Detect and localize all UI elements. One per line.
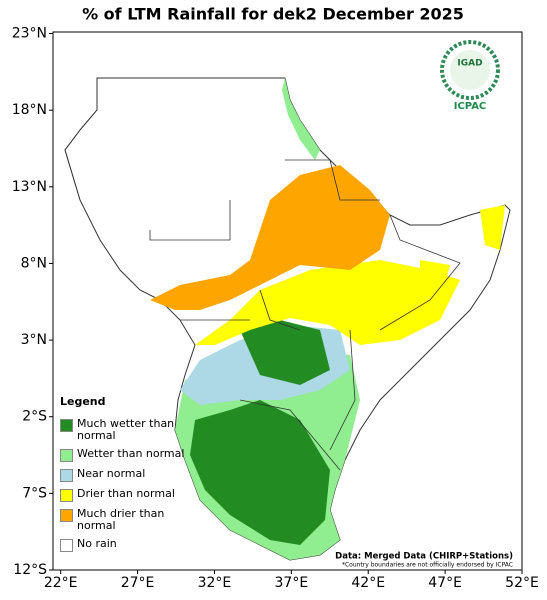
legend-swatch xyxy=(60,469,73,482)
y-tick-label: 2°S xyxy=(22,409,47,425)
region xyxy=(420,260,450,285)
y-tick-label: 12°S xyxy=(13,562,47,578)
y-tick-label: 23°N xyxy=(12,26,47,42)
logo-org: ICPAC xyxy=(454,101,487,112)
x-tick-label: 52°E xyxy=(505,575,539,591)
y-tick-label: 13°N xyxy=(12,179,47,195)
region xyxy=(190,400,330,545)
region xyxy=(282,78,320,160)
footnote: *Country boundaries are not officially e… xyxy=(342,562,513,569)
region xyxy=(480,205,505,250)
legend-item: Much drier than normal xyxy=(60,508,190,532)
legend-swatch xyxy=(60,539,73,552)
legend-item: Much wetter than normal xyxy=(60,418,190,442)
x-tick-label: 42°E xyxy=(351,575,385,591)
logo-inner xyxy=(450,50,490,90)
data-source: Data: Merged Data (CHIRP+Stations) xyxy=(335,552,513,562)
legend-title: Legend xyxy=(60,395,106,408)
y-tick-label: 18°N xyxy=(12,102,47,118)
legend-label: Near normal xyxy=(77,467,146,480)
legend-label: Much drier than normal xyxy=(77,507,165,532)
legend-item: Drier than normal xyxy=(60,488,190,502)
legend-label: Much wetter than normal xyxy=(77,417,175,442)
region xyxy=(195,260,460,345)
legend-swatch xyxy=(60,489,73,502)
legend-item: Wetter than normal xyxy=(60,448,190,462)
legend-label: Drier than normal xyxy=(77,487,175,500)
y-tick-label: 8°N xyxy=(21,255,47,271)
x-tick-label: 32°E xyxy=(198,575,232,591)
region xyxy=(240,320,330,385)
title: % of LTM Rainfall for dek2 December 2025 xyxy=(82,5,464,24)
legend-swatch xyxy=(60,509,73,522)
region xyxy=(150,165,390,310)
x-tick-label: 27°E xyxy=(121,575,155,591)
x-tick-label: 47°E xyxy=(428,575,462,591)
legend-item: No rain xyxy=(60,538,190,552)
legend-label: No rain xyxy=(77,537,117,550)
legend: Legend Much wetter than normal Wetter tha… xyxy=(60,395,190,558)
y-tick-label: 7°S xyxy=(22,485,47,501)
legend-swatch xyxy=(60,449,73,462)
legend-swatch xyxy=(60,419,73,432)
country-boundaries xyxy=(64,78,461,471)
legend-item: Near normal xyxy=(60,468,190,482)
y-tick-label: 3°N xyxy=(21,332,47,348)
logo-name: IGAD xyxy=(457,59,482,69)
x-tick-label: 22°E xyxy=(44,575,78,591)
x-tick-label: 37°E xyxy=(275,575,309,591)
legend-label: Wetter than normal xyxy=(77,447,185,460)
